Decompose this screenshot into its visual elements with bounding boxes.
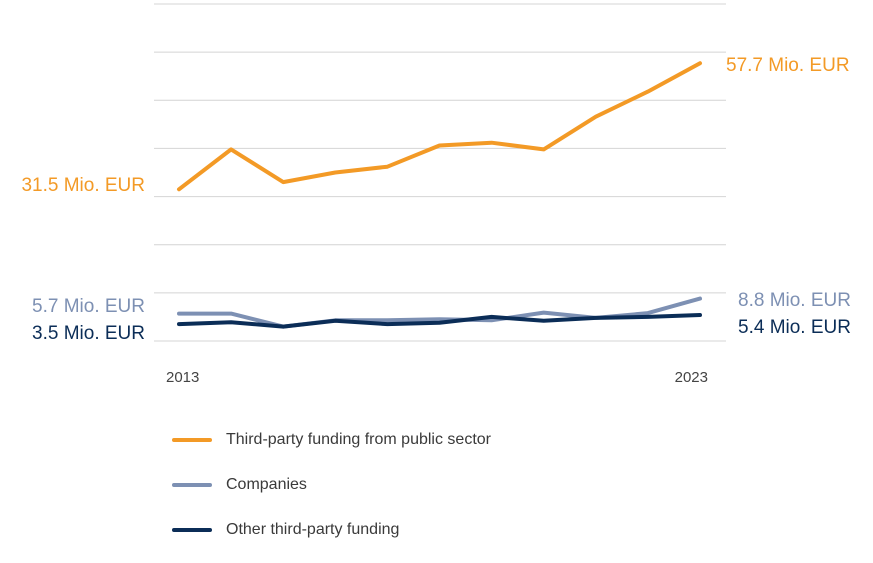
series-line-0 xyxy=(177,61,702,192)
legend-item-public-sector: Third-party funding from public sector xyxy=(172,428,491,452)
legend-label-public-sector: Third-party funding from public sector xyxy=(226,431,491,448)
legend-swatch-companies xyxy=(172,483,212,487)
legend-item-companies: Companies xyxy=(172,473,491,497)
end-value-label: 57.7 Mio. EUR xyxy=(726,55,850,76)
line-chart: 31.5 Mio. EUR 57.7 Mio. EUR 5.7 Mio. EUR 8.… xyxy=(21,3,851,386)
legend-swatch-public-sector xyxy=(172,438,212,442)
legend-swatch-other-funding xyxy=(172,528,212,532)
start-value-label: 5.7 Mio. EUR xyxy=(32,296,145,317)
start-value-label: 3.5 Mio. EUR xyxy=(32,323,145,344)
end-value-label: 5.4 Mio. EUR xyxy=(738,317,851,338)
start-value-label: 31.5 Mio. EUR xyxy=(21,175,145,196)
chart-gridlines xyxy=(154,3,726,342)
x-axis-ticks: 2013 2023 xyxy=(166,369,708,386)
chart-series-lines xyxy=(177,61,702,329)
x-tick-label: 2023 xyxy=(675,369,708,386)
legend-label-companies: Companies xyxy=(226,476,307,493)
end-value-label: 8.8 Mio. EUR xyxy=(738,290,851,311)
legend-label-other-funding: Other third-party funding xyxy=(226,521,400,538)
legend-item-other-funding: Other third-party funding xyxy=(172,518,491,542)
chart-legend: Third-party funding from public sector C… xyxy=(172,428,491,563)
series-line-2 xyxy=(177,313,702,329)
chart-value-labels: 31.5 Mio. EUR 57.7 Mio. EUR 5.7 Mio. EUR 8.… xyxy=(21,55,851,344)
x-tick-label: 2013 xyxy=(166,369,199,386)
